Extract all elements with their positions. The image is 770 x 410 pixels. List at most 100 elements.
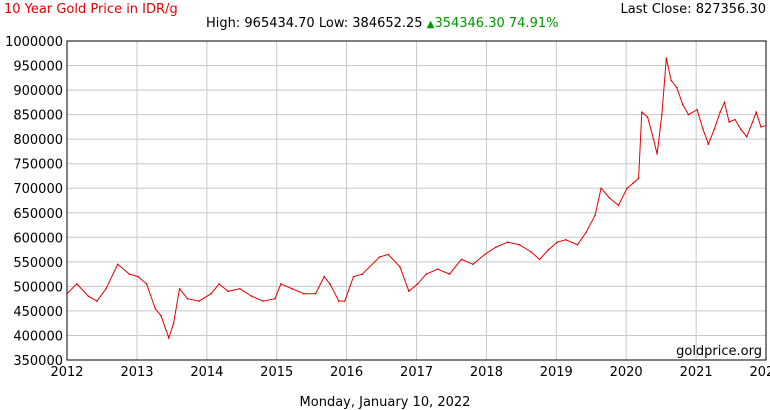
price-point bbox=[344, 300, 346, 302]
price-point bbox=[168, 337, 170, 339]
price-point bbox=[460, 258, 463, 261]
price-point bbox=[556, 241, 558, 243]
price-point bbox=[632, 182, 634, 185]
price-point bbox=[87, 295, 90, 298]
price-point bbox=[670, 79, 672, 82]
price-point bbox=[361, 273, 364, 275]
price-point bbox=[416, 283, 419, 285]
y-tick-label: 800000 bbox=[13, 133, 63, 148]
price-point bbox=[696, 108, 698, 111]
price-point bbox=[399, 266, 401, 268]
price-point bbox=[137, 275, 139, 278]
price-point bbox=[262, 300, 265, 302]
price-point bbox=[218, 283, 220, 285]
y-tick-label: 1000000 bbox=[5, 35, 63, 50]
price-stats: High: 965434.70 Low: 384652.25 ▲354346.3… bbox=[206, 16, 558, 31]
current-date: Monday, January 10, 2022 bbox=[299, 395, 471, 410]
price-point bbox=[585, 231, 587, 234]
x-tick-label: 2014 bbox=[190, 365, 223, 380]
price-point bbox=[274, 297, 276, 300]
price-point bbox=[637, 177, 640, 180]
price-point bbox=[728, 121, 730, 123]
price-point bbox=[160, 315, 162, 317]
y-tick-label: 650000 bbox=[13, 207, 63, 222]
price-point bbox=[740, 128, 742, 131]
price-point bbox=[617, 204, 620, 207]
price-point bbox=[227, 290, 229, 293]
price-points bbox=[66, 57, 767, 339]
price-point bbox=[154, 307, 156, 310]
x-tick-label: 2022 bbox=[749, 365, 770, 380]
change-value: 354346.30 bbox=[434, 16, 505, 31]
price-point bbox=[734, 118, 736, 121]
price-point bbox=[250, 295, 253, 298]
x-tick-label: 2018 bbox=[470, 365, 503, 380]
y-tick-label: 500000 bbox=[13, 280, 63, 295]
low-label: Low: bbox=[318, 16, 349, 31]
price-point bbox=[702, 128, 704, 131]
price-point bbox=[626, 187, 628, 189]
last-close-label: Last Close: bbox=[620, 2, 692, 17]
price-point bbox=[352, 275, 355, 278]
y-tick-label: 700000 bbox=[13, 182, 63, 197]
price-point bbox=[291, 288, 294, 290]
price-point bbox=[280, 283, 282, 285]
price-point bbox=[96, 300, 98, 302]
x-tick-label: 2012 bbox=[50, 365, 83, 380]
price-point bbox=[105, 288, 107, 290]
price-point bbox=[178, 288, 181, 290]
y-tick-label: 850000 bbox=[13, 109, 63, 124]
price-point bbox=[646, 116, 649, 118]
y-tick-label: 950000 bbox=[13, 60, 63, 75]
high-label: High: bbox=[206, 16, 241, 31]
last-close-value: 827356.30 bbox=[695, 2, 766, 17]
price-point bbox=[641, 111, 643, 113]
price-point bbox=[186, 297, 189, 300]
price-point bbox=[547, 248, 550, 251]
high-value: 965434.70 bbox=[244, 16, 315, 31]
price-point bbox=[495, 246, 497, 248]
price-point bbox=[338, 300, 340, 302]
price-point bbox=[76, 283, 78, 285]
price-point bbox=[66, 292, 68, 295]
price-point bbox=[483, 253, 486, 256]
chart-title: 10 Year Gold Price in IDR/g bbox=[4, 2, 178, 17]
x-tick-label: 2021 bbox=[680, 365, 713, 380]
price-point bbox=[538, 258, 541, 261]
price-point bbox=[665, 57, 668, 59]
price-point bbox=[378, 256, 381, 258]
x-tick-label: 2016 bbox=[330, 365, 363, 380]
price-point bbox=[437, 268, 439, 271]
y-tick-label: 550000 bbox=[13, 256, 63, 271]
change-up-icon: ▲ bbox=[426, 19, 435, 30]
x-axis-ticks: 2012 2013 2014 2015 2016 2017 2018 2019 2020 2021… bbox=[50, 365, 770, 380]
price-point bbox=[448, 273, 451, 275]
y-tick-label: 900000 bbox=[13, 84, 63, 99]
last-close: Last Close: 827356.30 bbox=[621, 2, 766, 17]
price-point bbox=[506, 241, 509, 243]
x-tick-label: 2019 bbox=[540, 365, 573, 380]
price-point bbox=[652, 138, 655, 140]
x-tick-label: 2015 bbox=[260, 365, 293, 380]
change-percent: 74.91% bbox=[508, 16, 559, 31]
price-point bbox=[576, 243, 579, 246]
price-point bbox=[713, 128, 716, 131]
price-point bbox=[472, 263, 474, 266]
price-point bbox=[239, 288, 241, 290]
price-point bbox=[745, 135, 748, 138]
low-value: 384652.25 bbox=[352, 16, 423, 31]
price-point bbox=[530, 251, 532, 253]
price-point bbox=[661, 113, 663, 116]
price-point bbox=[760, 126, 762, 128]
price-point bbox=[145, 283, 148, 285]
price-point bbox=[676, 86, 678, 89]
price-point bbox=[687, 113, 690, 116]
y-tick-label: 750000 bbox=[13, 158, 63, 173]
price-point bbox=[719, 111, 721, 113]
gold-price-chart: 350000 400000 450000 500000 550000 600000 6500… bbox=[5, 35, 770, 380]
chart-grid bbox=[66, 40, 767, 361]
x-tick-label: 2020 bbox=[610, 365, 643, 380]
price-point bbox=[116, 263, 119, 266]
price-point bbox=[198, 300, 200, 302]
price-point bbox=[323, 275, 326, 278]
